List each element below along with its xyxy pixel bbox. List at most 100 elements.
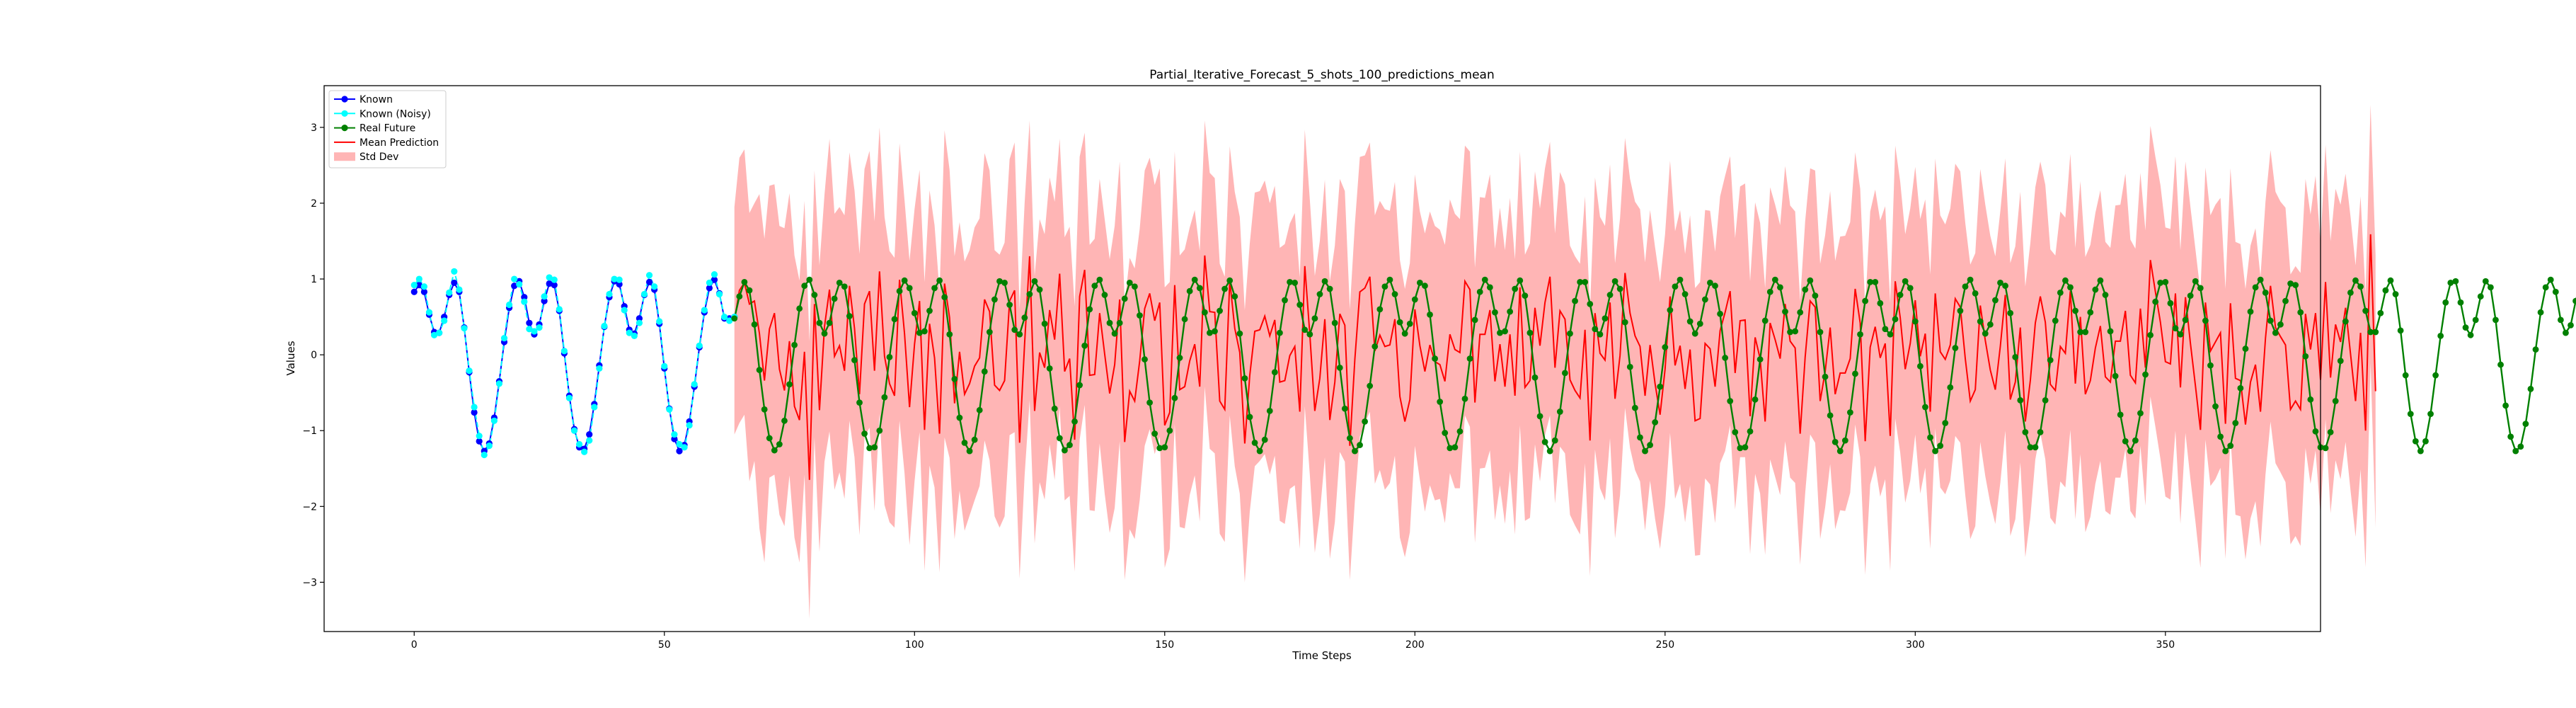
real-future-point-229 [1877,299,1884,307]
real-future-point-118 [1321,278,1328,285]
real-future-point-91 [1186,287,1193,295]
real-future-point-112 [1292,280,1299,286]
real-future-point-129 [1376,306,1384,313]
known-noisy-point-14 [481,451,488,459]
known-noisy-point-54 [681,444,688,451]
real-future-point-294 [2202,317,2209,324]
real-future-point-12 [791,341,798,348]
known-noisy-point-13 [476,433,483,440]
real-future-point-105 [1256,447,1263,455]
real-future-point-209 [1777,284,1783,291]
real-future-point-353 [2497,361,2504,368]
real-future-point-107 [1266,407,1273,414]
real-future-point-246 [1962,283,1969,290]
real-future-point-100 [1231,293,1238,300]
real-future-point-253 [1997,280,2003,286]
axes-frame [323,85,2321,632]
real-future-point-36 [911,309,918,316]
real-future-point-49 [976,406,983,413]
legend-label-known-noisy: Known (Noisy) [360,108,431,120]
known-noisy-point-1 [415,275,422,282]
legend-label-mean-prediction: Mean Prediction [360,137,439,149]
real-future-point-23 [846,313,853,319]
real-future-point-243 [1947,384,1954,391]
real-future-point-38 [921,328,928,335]
real-future-point-260 [2032,444,2039,451]
real-future-point-145 [1456,428,1464,435]
real-future-point-68 [1071,418,1078,425]
known-noisy-point-24 [531,328,538,335]
real-future-point-113 [1296,302,1304,308]
real-future-point-302 [2242,346,2249,352]
real-future-point-227 [1867,278,1874,285]
real-future-point-203 [1747,428,1754,435]
real-future-point-144 [1451,444,1459,451]
real-future-point-233 [1897,292,1904,298]
legend-marker-known-noisy [341,110,348,117]
real-future-point-183 [1647,442,1653,448]
real-future-point-259 [2027,444,2034,451]
real-future-point-120 [1331,319,1338,326]
real-future-point-189 [1677,276,1684,283]
real-future-point-347 [2467,331,2474,338]
mean-prediction-line [733,234,2376,480]
real-future-point-308 [2272,329,2279,336]
known-noisy-point-44 [631,332,638,339]
known-noisy-point-21 [516,280,523,288]
known-noisy-point-10 [461,325,468,332]
legend-label-std-dev: Std Dev [360,152,398,163]
real-future-point-345 [2457,299,2464,306]
real-future-point-119 [1326,285,1333,292]
real-future-point-245 [1957,307,1964,314]
real-future-point-273 [2097,277,2104,284]
real-future-point-108 [1271,369,1278,376]
real-future-point-16 [811,292,818,298]
real-future-point-13 [796,305,803,312]
real-future-point-200 [1732,428,1739,435]
real-future-point-265 [2057,289,2064,296]
real-future-point-330 [2382,287,2389,294]
real-future-point-349 [2477,293,2484,300]
real-future-point-82 [1142,356,1148,362]
real-future-point-184 [1652,419,1659,426]
known-noisy-point-45 [636,319,643,326]
real-future-point-313 [2297,309,2304,316]
real-future-point-221 [1836,447,1844,455]
real-future-point-355 [2507,433,2514,440]
real-future-point-65 [1056,435,1063,442]
y-tick-label--2: −2 [302,501,317,513]
real-future-point-154 [1502,328,1508,335]
real-future-point-334 [2402,372,2409,379]
real-future-point-159 [1526,329,1534,336]
real-future-point-299 [2227,442,2234,450]
real-future-point-66 [1061,447,1068,454]
real-future-point-104 [1251,439,1258,446]
real-future-point-290 [2182,316,2189,324]
real-future-point-45 [956,414,963,421]
real-future-point-304 [2252,284,2259,291]
real-future-point-312 [2292,282,2299,289]
real-future-point-40 [931,285,938,292]
real-future-point-8 [771,447,778,454]
real-future-point-197 [1717,310,1723,317]
real-future-point-19 [826,319,833,326]
real-future-point-305 [2257,276,2264,283]
real-future-point-170 [1582,278,1589,285]
real-future-point-149 [1476,288,1483,295]
real-future-point-274 [2102,292,2109,298]
real-future-point-124 [1352,447,1358,455]
known-point-13 [476,438,483,445]
real-future-point-191 [1686,318,1694,325]
known-noisy-point-6 [441,317,448,324]
real-future-point-206 [1761,317,1769,324]
real-future-point-131 [1386,276,1393,283]
real-future-point-6 [761,406,768,413]
real-future-point-234 [1902,278,1909,285]
real-future-point-141 [1437,399,1444,405]
real-future-point-181 [1637,434,1643,441]
real-future-point-33 [896,287,903,295]
known-noisy-point-23 [526,326,533,333]
x-tick-label-150: 150 [1155,639,1174,651]
real-future-point-50 [981,368,988,375]
known-noisy-point-36 [591,404,598,411]
